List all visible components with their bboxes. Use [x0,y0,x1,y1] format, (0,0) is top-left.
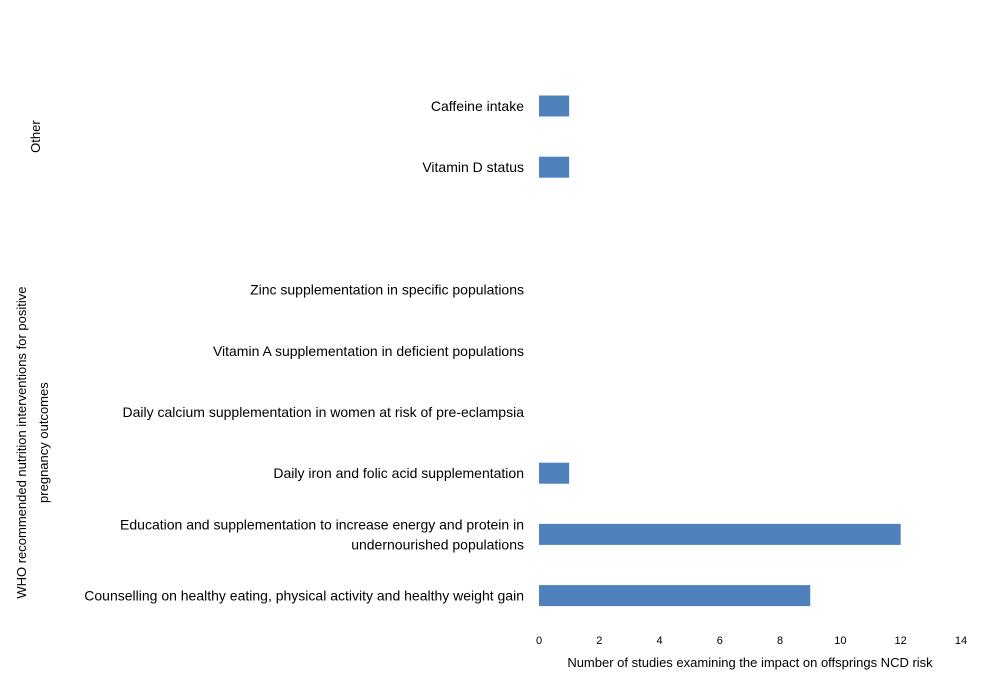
category-label: Daily iron and folic acid supplementatio… [273,465,524,481]
bar [539,585,811,607]
group-label: Other [28,120,43,153]
category-label: Zinc supplementation in specific populat… [250,282,524,298]
x-tick-label: 2 [596,635,602,647]
group-labels: Other WHO recommended nutrition intervent… [14,120,51,599]
bars [539,95,901,607]
x-tick-label: 10 [834,635,846,647]
bar [539,95,570,117]
category-label: Vitamin A supplementation in deficient p… [213,343,524,359]
x-tick-label: 6 [717,635,723,647]
x-tick-label: 0 [536,635,542,647]
x-axis-ticks: 0 2 4 6 8 10 12 14 [536,635,967,647]
bar [539,156,570,178]
x-tick-label: 8 [777,635,783,647]
category-labels: Caffeine intake Vitamin D status Zinc supp… [84,98,524,604]
bar [539,523,901,545]
category-label: Daily calcium supplementation in women a… [122,404,524,420]
x-tick-label: 4 [656,635,662,647]
x-tick-label: 14 [955,635,967,647]
x-tick-label: 12 [895,635,907,647]
category-label: Education and supplementation to increas… [120,516,524,552]
bar [539,462,570,484]
category-label: Vitamin D status [422,159,524,175]
group-label: WHO recommended nutrition interventions … [14,287,51,599]
x-axis-title: Number of studies examining the impact o… [567,655,933,670]
category-label: Counselling on healthy eating, physical … [84,588,524,604]
category-label: Caffeine intake [431,98,524,114]
